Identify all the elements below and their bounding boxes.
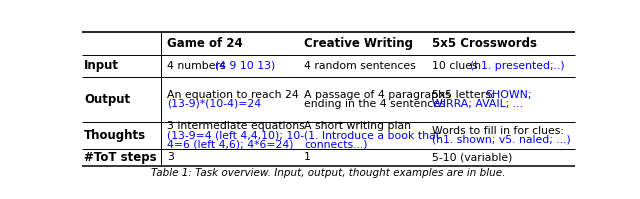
Text: 3: 3: [167, 152, 173, 162]
Text: 4=6 (left 4,6); 4*6=24): 4=6 (left 4,6); 4*6=24): [167, 139, 293, 150]
Text: Input: Input: [84, 59, 119, 72]
Text: #ToT steps: #ToT steps: [84, 151, 157, 164]
Text: Table 1: Task overview. Input, output, thought examples are in blue.: Table 1: Task overview. Input, output, t…: [151, 168, 505, 178]
Text: ending in the 4 sentences: ending in the 4 sentences: [304, 99, 446, 109]
Text: Output: Output: [84, 93, 130, 106]
Text: 5x5 Crosswords: 5x5 Crosswords: [431, 37, 537, 50]
Text: (h1. presented;..): (h1. presented;..): [470, 61, 564, 71]
Text: connects...): connects...): [304, 139, 368, 150]
Text: SHOWN;: SHOWN;: [485, 90, 532, 100]
Text: A passage of 4 paragraphs: A passage of 4 paragraphs: [304, 90, 451, 100]
Text: WIRRA; AVAIL; ...: WIRRA; AVAIL; ...: [431, 99, 523, 109]
Text: 4 random sentences: 4 random sentences: [304, 61, 416, 71]
Text: An equation to reach 24: An equation to reach 24: [167, 90, 298, 100]
Text: (4 9 10 13): (4 9 10 13): [215, 61, 275, 71]
Text: 10 clues: 10 clues: [431, 61, 481, 71]
Text: 4 numbers: 4 numbers: [167, 61, 229, 71]
Text: Words to fill in for clues:: Words to fill in for clues:: [431, 126, 564, 136]
Text: Thoughts: Thoughts: [84, 129, 146, 142]
Text: (13-9=4 (left 4,4,10); 10-: (13-9=4 (left 4,4,10); 10-: [167, 130, 304, 140]
Text: (13-9)*(10-4)=24: (13-9)*(10-4)=24: [167, 99, 261, 109]
Text: 3 intermediate equations: 3 intermediate equations: [167, 121, 305, 131]
Text: Creative Writing: Creative Writing: [304, 37, 413, 50]
Text: (h1. shown; v5. naled; ...): (h1. shown; v5. naled; ...): [431, 135, 570, 145]
Text: (1. Introduce a book that: (1. Introduce a book that: [304, 130, 440, 140]
Text: 5x5 letters:: 5x5 letters:: [431, 90, 501, 100]
Text: Game of 24: Game of 24: [167, 37, 243, 50]
Text: 1: 1: [304, 152, 311, 162]
Text: A short writing plan: A short writing plan: [304, 121, 411, 131]
Text: 5-10 (variable): 5-10 (variable): [431, 152, 512, 162]
